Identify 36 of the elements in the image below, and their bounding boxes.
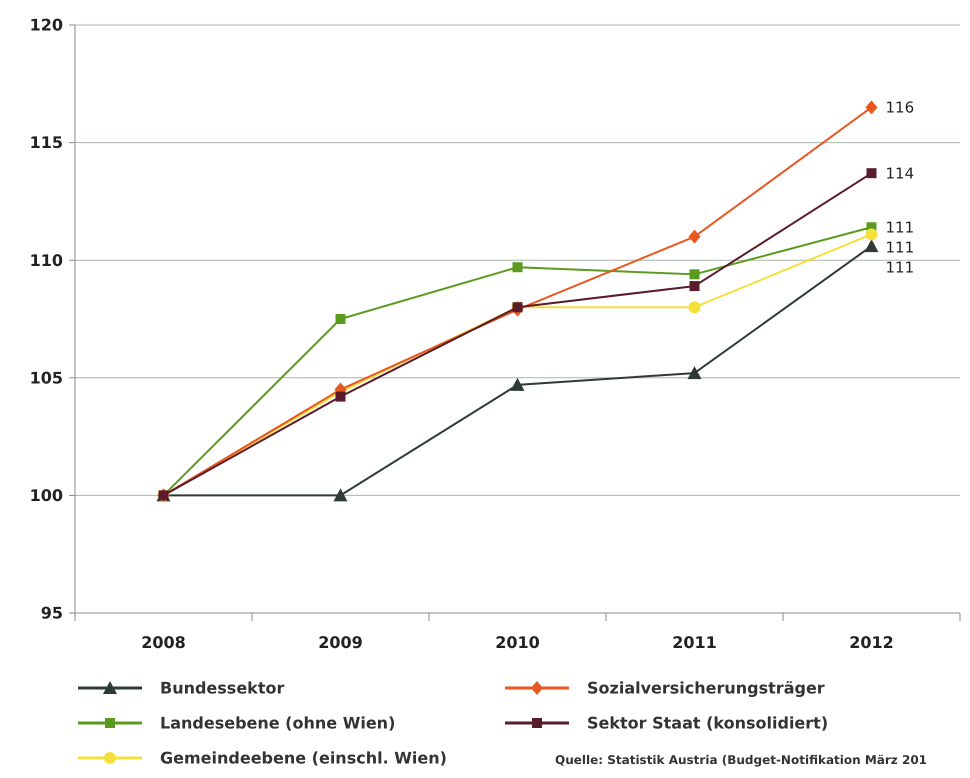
point — [336, 314, 346, 324]
x-tick-label: 2012 — [849, 633, 894, 652]
point — [688, 301, 700, 314]
y-tick-label: 115 — [30, 133, 63, 152]
point — [866, 228, 878, 240]
point — [690, 269, 700, 280]
point — [688, 366, 702, 380]
point — [334, 488, 348, 502]
data-label: 116 — [886, 98, 914, 117]
legend-label: Gemeindeebene (einschl. Wien) — [160, 748, 447, 768]
source-note: Quelle: Statistik Austria (Budget-Notifikation März 201 — [555, 753, 928, 768]
y-tick-label: 95 — [40, 604, 63, 623]
data-label: 111 — [886, 218, 914, 237]
x-tick-label: 2011 — [672, 633, 717, 652]
point — [512, 262, 522, 272]
legend-label: Sektor Staat (konsolidiert) — [587, 714, 828, 733]
legend-label: Sozialversicherungsträger — [587, 678, 825, 698]
y-tick-label: 110 — [30, 250, 63, 270]
x-tick-label: 2008 — [141, 633, 186, 652]
point — [336, 392, 346, 402]
legend-label: Bundessektor — [160, 678, 284, 698]
data-label: 114 — [886, 164, 914, 182]
data-label: 111 — [886, 238, 914, 257]
y-tick-label: 105 — [30, 368, 63, 388]
point — [864, 239, 878, 252]
x-tick-label: 2010 — [495, 633, 540, 652]
data-label: 111 — [886, 258, 914, 277]
y-tick-label: 120 — [30, 16, 63, 35]
y-tick-label: 100 — [30, 486, 63, 505]
point — [510, 378, 524, 391]
point — [690, 281, 700, 292]
x-tick-label: 2009 — [318, 633, 363, 652]
point — [866, 100, 878, 114]
legend-label: Landesebene (ohne Wien) — [160, 714, 396, 733]
point — [866, 168, 876, 178]
point — [688, 230, 700, 244]
